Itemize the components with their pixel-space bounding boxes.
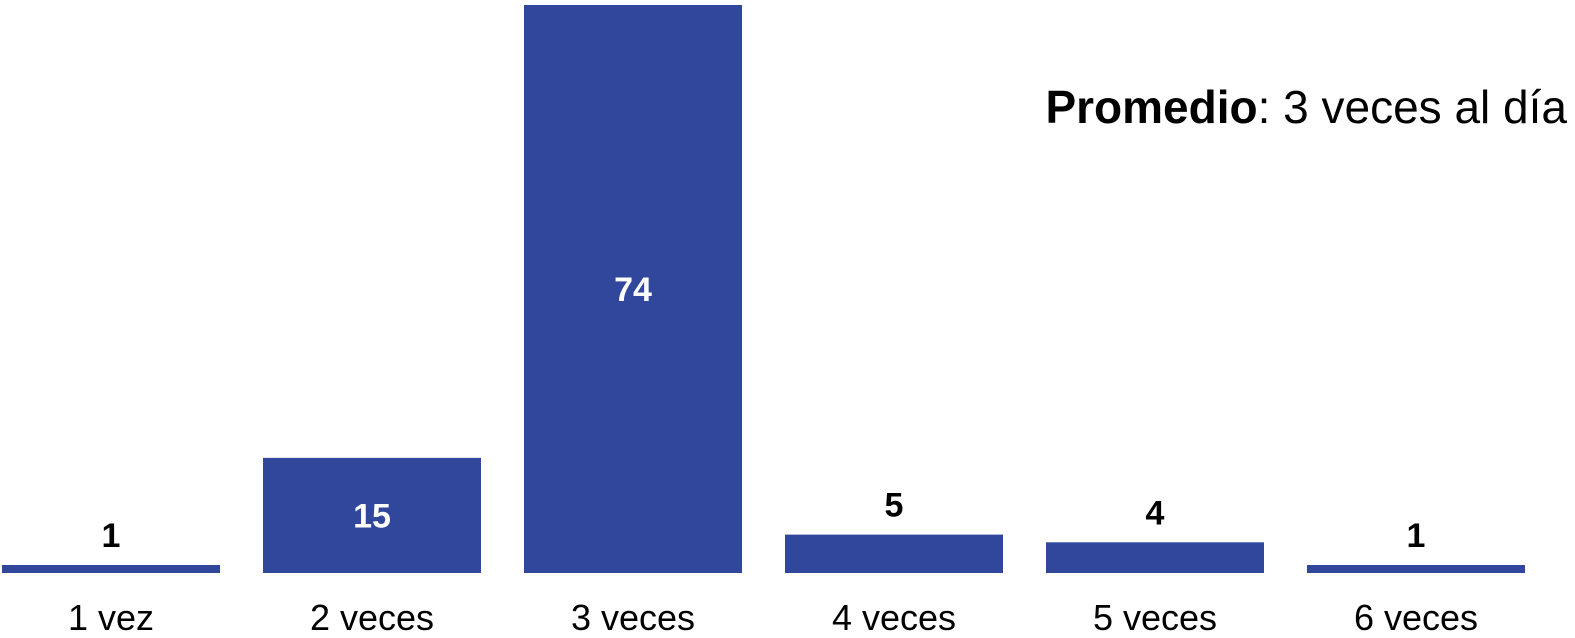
bar-4 <box>785 534 1003 573</box>
value-label-5: 4 <box>1146 494 1165 532</box>
bar-1 <box>2 565 220 573</box>
category-label-1: 1 vez <box>68 597 154 638</box>
bar-6 <box>1307 565 1525 573</box>
bar-5 <box>1046 542 1264 573</box>
average-label: Promedio <box>1045 81 1258 133</box>
bar-3 <box>524 5 742 573</box>
category-label-5: 5 veces <box>1093 597 1217 638</box>
bar-2 <box>263 457 481 573</box>
category-label-4: 4 veces <box>832 597 956 638</box>
value-label-1: 1 <box>102 517 121 555</box>
category-label-6: 6 veces <box>1354 597 1478 638</box>
value-label-2: 15 <box>353 497 391 535</box>
average-annotation: Promedio: 3 veces al día <box>1045 80 1567 134</box>
value-label-3: 74 <box>614 271 652 309</box>
category-label-3: 3 veces <box>571 597 695 638</box>
value-label-4: 5 <box>885 487 904 525</box>
category-label-2: 2 veces <box>310 597 434 638</box>
average-value: : 3 veces al día <box>1257 81 1567 133</box>
value-label-6: 1 <box>1407 517 1426 555</box>
